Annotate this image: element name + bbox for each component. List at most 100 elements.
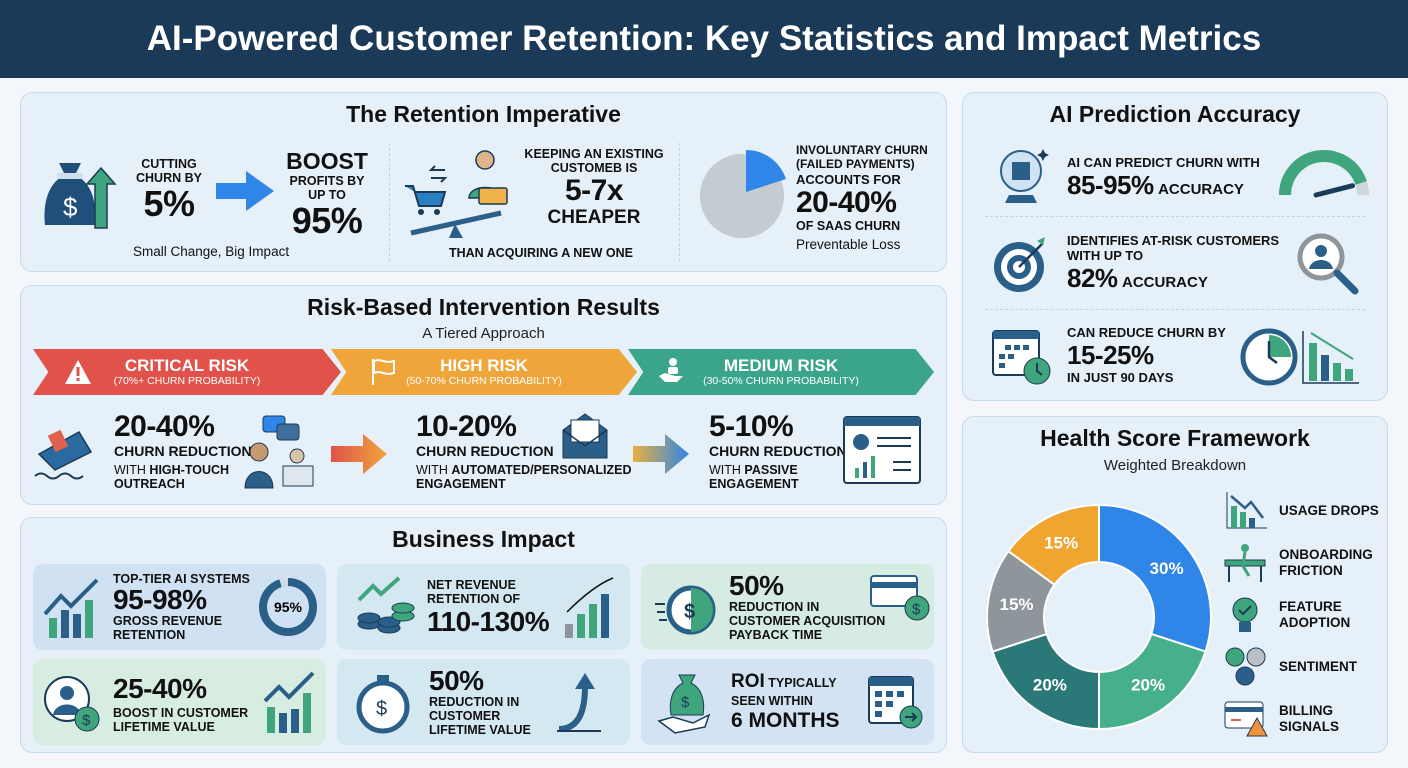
gauge-needle xyxy=(1313,183,1356,198)
card-label: CUSTOMER ACQUISITION xyxy=(729,614,886,628)
stopwatch-dollar-icon: $ xyxy=(655,585,716,635)
card-label: CUSTOMER xyxy=(429,709,501,723)
card-gross-retention: TOP-TIER AI SYSTEMS 95-98% GROSS REVENUE… xyxy=(33,564,326,650)
card-ltv-reduction: $ 50% REDUCTION IN CUSTOMER LIFETIME VAL… xyxy=(337,659,630,745)
divider xyxy=(389,143,390,261)
churn-text: CHURN BY xyxy=(136,171,202,185)
retention-panel: The Retention Imperative $ CUTTING CHURN… xyxy=(20,92,947,272)
customer-scale-icon xyxy=(405,150,508,238)
sinking-ship-icon xyxy=(34,429,93,480)
with-text: WITH xyxy=(416,463,452,477)
card-label: TYPICALLY xyxy=(768,676,837,690)
card-label: LIFETIME VALUE xyxy=(429,723,531,737)
involuntary-caption: Preventable Loss xyxy=(796,237,901,252)
lightbulb-check-icon xyxy=(1232,597,1258,632)
cheaper-caption: THAN ACQUIRING A NEW ONE xyxy=(448,246,634,260)
health-subtitle: Weighted Breakdown xyxy=(1103,457,1247,474)
legend-item: SENTIMENT xyxy=(1223,641,1387,693)
legend-item: ONBOARDING FRICTION xyxy=(1223,537,1387,589)
divider xyxy=(985,309,1365,310)
legend-label: BILLING SIGNALS xyxy=(1279,703,1340,734)
involuntary-text: INVOLUNTARY CHURN xyxy=(796,143,928,157)
ring-label: 95% xyxy=(274,599,303,615)
involuntary-block: INVOLUNTARY CHURN (FAILED PAYMENTS) ACCO… xyxy=(796,143,944,253)
health-legend: USAGE DROPS ONBOARDING FRICTION FEATURE … xyxy=(1223,485,1387,745)
business-title: Business Impact xyxy=(392,526,575,552)
header: AI-Powered Customer Retention: Key Stati… xyxy=(0,0,1408,78)
profit-value: 95% xyxy=(291,200,363,241)
legend-item: BILLING SIGNALS xyxy=(1223,693,1387,745)
clock-icon xyxy=(1240,328,1298,386)
card-label: REDUCTION IN xyxy=(429,695,520,709)
legend-item: FEATURE ADOPTION xyxy=(1223,589,1387,641)
accuracy-title: AI Prediction Accuracy xyxy=(1049,101,1301,127)
card-value: 6 MONTHS xyxy=(731,709,840,732)
card-value: 50% xyxy=(429,665,484,696)
tier-method: ENGAGEMENT xyxy=(416,477,506,491)
tier-label: CHURN REDUCTION xyxy=(709,443,847,459)
coins-icon xyxy=(357,576,415,634)
with-text: WITH xyxy=(114,463,150,477)
card-pre: TOP-TIER AI SYSTEMS xyxy=(113,572,250,586)
donut-label: 30% xyxy=(1150,559,1184,578)
legend-label: SENTIMENT xyxy=(1279,659,1358,674)
boost-text: BOOST xyxy=(286,148,368,174)
svg-text:$: $ xyxy=(912,601,921,618)
tier-method: AUTOMATED/PERSONALIZED xyxy=(451,463,632,477)
with-text: WITH xyxy=(709,463,745,477)
card-label: RETENTION xyxy=(113,628,186,642)
retention-title: The Retention Imperative xyxy=(346,101,621,127)
pie-slice-involuntary xyxy=(746,150,786,192)
legend-label: USAGE DROPS xyxy=(1279,503,1379,518)
retention-ring: 95% xyxy=(259,578,317,636)
tier-value: 10-20% xyxy=(416,410,517,443)
gradient-arrow-icon xyxy=(331,434,387,474)
involuntary-value: 20-40% xyxy=(796,186,897,219)
churn-caption: Small Change, Big Impact xyxy=(133,244,290,259)
target-icon xyxy=(994,237,1045,292)
accuracy-suffix: ACCURACY xyxy=(1122,274,1208,291)
accuracy-value: 85-95% xyxy=(1067,170,1154,200)
card-value: 25-40% xyxy=(113,673,207,704)
card-label: BOOST IN CUSTOMER xyxy=(113,706,249,720)
calendar-clock-icon xyxy=(992,330,1051,385)
sentiment-faces-icon xyxy=(1225,647,1266,686)
tier-prob: (70%+ CHURN PROBABILITY) xyxy=(113,375,261,387)
cheaper-text: KEEPING AN EXISTING xyxy=(524,147,664,161)
growth-chart-icon xyxy=(263,671,315,733)
arrow-right-icon xyxy=(216,171,274,211)
card-label: LIFETIME VALUE xyxy=(113,720,215,734)
svg-text:$: $ xyxy=(63,192,78,222)
card-pre: RETENTION OF xyxy=(427,592,521,606)
accuracy-text: CAN REDUCE CHURN BY xyxy=(1067,325,1226,340)
card-value: 110-130% xyxy=(427,606,550,637)
involuntary-text: (FAILED PAYMENTS) xyxy=(796,157,915,171)
svg-text:$: $ xyxy=(684,601,695,623)
ring-fill xyxy=(259,578,317,636)
accuracy-text: IN JUST 90 DAYS xyxy=(1067,370,1174,385)
cheaper-block: KEEPING AN EXISTING CUSTOMEB IS 5-7x CHE… xyxy=(513,147,675,229)
dashboard-icon xyxy=(843,416,921,484)
accuracy-text: WITH UP TO xyxy=(1067,248,1144,263)
involuntary-text: ACCOUNTS FOR xyxy=(796,172,901,187)
card-label: SEEN WITHIN xyxy=(731,694,813,708)
cheaper-label: CHEAPER xyxy=(547,207,641,228)
divider xyxy=(985,216,1365,217)
hand-care-icon xyxy=(659,358,683,382)
donut-slice xyxy=(1098,503,1212,653)
bar-growth-icon xyxy=(565,577,614,638)
accuracy-panel: AI Prediction Accuracy AI CAN PREDICT CH… xyxy=(962,92,1388,401)
card-label: REDUCTION IN xyxy=(729,600,820,614)
risk-subtitle: A Tiered Approach xyxy=(422,325,545,342)
accuracy-text: AI CAN PREDICT CHURN WITH xyxy=(1067,155,1260,170)
tier-method: OUTREACH xyxy=(114,477,185,491)
cheaper-value: 5-7x xyxy=(564,174,624,207)
tier-method: HIGH-TOUCH xyxy=(149,463,230,477)
legend-label: ONBOARDING FRICTION xyxy=(1279,547,1373,578)
churn-text: CUTTING xyxy=(141,157,197,171)
magnifier-user-icon xyxy=(1297,233,1359,295)
profits-text: PROFITS BY xyxy=(289,174,365,188)
tier-label: CHURN REDUCTION xyxy=(114,443,252,459)
card-net-retention: NET REVENUE RETENTION OF 110-130% xyxy=(337,564,630,650)
tier-name: HIGH RISK xyxy=(440,356,528,375)
